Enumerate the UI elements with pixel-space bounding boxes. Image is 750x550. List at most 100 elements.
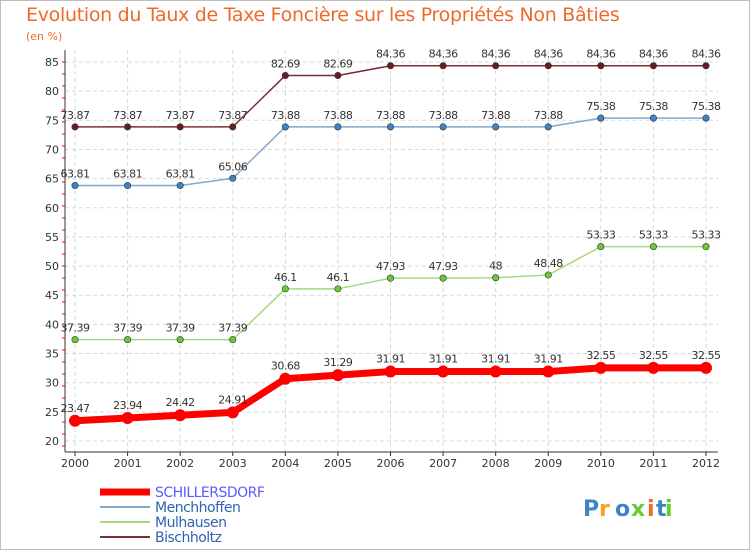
data-label: 46.1 [327,271,350,284]
data-label: 53.33 [639,229,668,242]
data-point [544,62,552,70]
data-label: 53.33 [586,229,615,242]
logo-letter: P [583,497,599,522]
data-label: 46.1 [274,271,297,284]
logo-letter: t [656,497,667,522]
data-point [334,285,342,293]
data-label: 82.69 [323,57,352,70]
x-tick-label: 2005 [324,457,352,470]
series-layer [69,62,712,427]
logo-letter: o [615,497,630,522]
data-label: 24.42 [166,396,195,409]
data-label: 31.91 [481,353,510,366]
x-tick-label: 2012 [692,457,720,470]
data-point [124,336,132,344]
data-point [594,361,607,374]
chart-title: Evolution du Taux de Taxe Foncière sur l… [26,4,620,26]
x-tick-label: 2008 [482,457,510,470]
data-point [281,285,289,293]
data-point [439,274,447,282]
data-point [437,365,450,378]
data-point [700,361,712,374]
data-point [439,123,447,131]
legend-label: SCHILLERSDORF [155,485,265,501]
data-point [544,123,552,131]
data-label: 23.94 [113,399,142,412]
data-point [386,274,394,282]
data-point [176,123,184,131]
y-tick-label: 25 [45,406,59,419]
data-point [597,243,605,251]
data-label: 73.88 [323,109,352,122]
data-label: 84.36 [586,48,615,61]
data-label: 32.55 [692,349,721,362]
data-point [229,336,237,344]
x-tick-label: 2007 [429,457,457,470]
data-point [386,123,394,131]
data-point [489,365,502,378]
data-point [492,123,500,131]
data-point [439,62,447,70]
data-labels: 73.87 73.87 73.87 73.87 82.69 82.69 84.36 84.36… [61,48,722,415]
data-label: 37.39 [113,322,142,335]
logo-letter: x [631,497,645,522]
data-label: 47.93 [429,260,458,273]
data-point [229,174,237,182]
logo-letter: i [665,497,673,522]
data-label: 73.88 [429,109,458,122]
axes: 20 25 30 35 40 45 50 55 60 65 70 75 80 85 2000 2001 2002… [45,50,720,470]
logo-letter: r [599,497,610,522]
data-label: 84.36 [376,48,405,61]
data-point [176,336,184,344]
x-tick-label: 2011 [639,457,667,470]
data-label: 31.91 [429,353,458,366]
data-label: 31.29 [323,356,352,369]
data-label: 30.68 [271,360,300,373]
data-point [334,71,342,79]
y-tick-label: 30 [45,377,59,390]
data-label: 48 [489,260,502,273]
data-point [492,274,500,282]
y-tick-label: 35 [45,348,59,361]
legend-label: Mulhausen [155,515,226,531]
x-tick-label: 2001 [114,457,142,470]
data-label: 47.93 [376,260,405,273]
data-point [229,123,237,131]
x-tick-label: 2010 [587,457,615,470]
data-label: 84.36 [639,48,668,61]
data-point [69,414,81,427]
data-point [281,123,289,131]
data-label: 32.55 [639,349,668,362]
data-label: 37.39 [166,322,195,335]
data-point [176,182,184,190]
data-point [71,123,79,131]
data-point [649,114,657,122]
data-label: 75.38 [586,100,615,113]
data-point [544,271,552,279]
data-label: 73.87 [166,109,195,122]
x-tick-label: 2009 [534,457,562,470]
data-label: 24.91 [218,393,247,406]
data-label: 73.87 [113,109,142,122]
data-label: 75.38 [692,100,721,113]
data-point [279,372,292,385]
y-tick-label: 80 [45,85,59,98]
data-point [492,62,500,70]
data-point [71,182,79,190]
data-label: 73.87 [61,109,90,122]
logo-letter: i [647,497,655,522]
y-tick-label: 50 [45,260,59,273]
data-point [597,62,605,70]
data-label: 31.91 [534,353,563,366]
x-tick-label: 2006 [377,457,405,470]
data-point [702,114,710,122]
data-point [702,62,710,70]
y-tick-label: 60 [45,202,59,215]
data-label: 23.47 [61,402,90,415]
data-point [226,406,239,419]
data-label: 48.48 [534,257,563,270]
legend-label: Menchhoffen [155,500,240,516]
data-label: 63.81 [113,168,142,181]
